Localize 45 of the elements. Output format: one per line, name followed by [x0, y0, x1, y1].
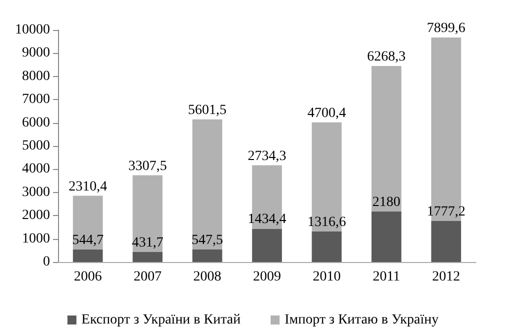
- bar: [192, 249, 222, 262]
- x-tick-label: 2012: [432, 270, 460, 284]
- y-tick-label: 4000: [22, 162, 50, 177]
- data-label: 2310,4: [68, 179, 108, 194]
- x-tick-label: 2006: [74, 270, 102, 284]
- bar: [72, 249, 103, 262]
- data-label: 431,7: [132, 235, 164, 250]
- x-tick-label: 2007: [134, 270, 162, 284]
- y-tick-label: 6000: [22, 115, 50, 130]
- legend-label: Імпорт з Китаю в Україну: [284, 312, 439, 328]
- bar: [372, 66, 402, 212]
- data-label: 7899,6: [426, 21, 466, 36]
- bar: [372, 211, 402, 262]
- bar: [192, 119, 222, 250]
- x-tick-label: 2010: [312, 270, 341, 284]
- data-label: 1434,4: [248, 212, 286, 228]
- y-tick-label: 8000: [22, 68, 50, 84]
- x-tick-label: 2011: [372, 270, 400, 284]
- y-tick-label: 0: [43, 254, 50, 270]
- y-tick-label: 9000: [22, 46, 50, 61]
- y-tick-label: 7000: [22, 92, 50, 108]
- data-label: 5601,5: [188, 102, 227, 118]
- bar: [132, 175, 162, 252]
- y-tick-label: 1000: [22, 231, 50, 246]
- bar: [312, 231, 342, 262]
- data-label: 544,7: [72, 232, 104, 248]
- x-tick-label: 2009: [253, 270, 281, 284]
- data-label: 2180: [372, 194, 400, 210]
- bar: [252, 228, 282, 262]
- data-label: 547,5: [192, 232, 224, 248]
- data-label: 6268,3: [367, 50, 406, 64]
- bar: [431, 220, 462, 262]
- y-tick-label: 10000: [15, 22, 50, 38]
- y-tick-label: 5000: [22, 138, 50, 154]
- data-label: 3307,5: [128, 158, 167, 174]
- bar: [132, 252, 162, 262]
- x-tick-label: 2008: [193, 270, 222, 284]
- data-label: 2734,3: [248, 148, 286, 164]
- bar: [72, 196, 103, 250]
- data-label: 1316,6: [307, 214, 346, 230]
- data-label: 1777,2: [426, 204, 466, 220]
- legend-label: Експорт з України в Китай: [81, 312, 242, 328]
- y-tick-label: 3000: [22, 184, 50, 200]
- data-label: 4700,4: [307, 106, 346, 121]
- y-tick-label: 2000: [22, 208, 50, 224]
